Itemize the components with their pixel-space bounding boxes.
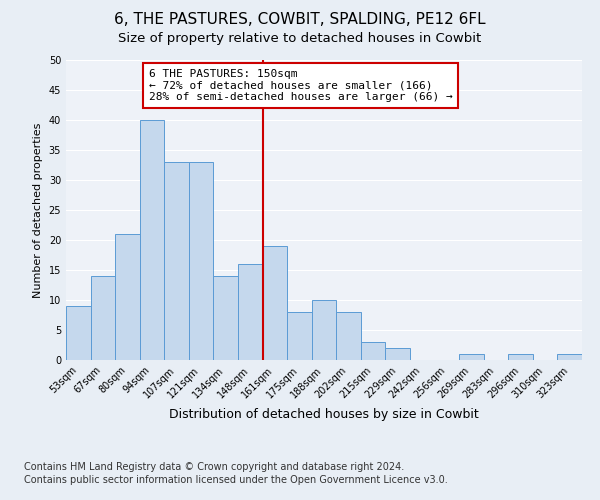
Bar (287, 312, 312, 360)
Bar (164, 162, 189, 360)
Text: Size of property relative to detached houses in Cowbit: Size of property relative to detached ho… (118, 32, 482, 45)
Bar (140, 120, 164, 360)
Bar (91, 276, 115, 360)
Bar (459, 354, 484, 360)
Bar (557, 354, 582, 360)
Bar (238, 264, 263, 360)
Text: 6, THE PASTURES, COWBIT, SPALDING, PE12 6FL: 6, THE PASTURES, COWBIT, SPALDING, PE12 … (114, 12, 486, 28)
Bar (508, 354, 533, 360)
Text: Contains public sector information licensed under the Open Government Licence v3: Contains public sector information licen… (24, 475, 448, 485)
Y-axis label: Number of detached properties: Number of detached properties (33, 122, 43, 298)
Bar (361, 342, 385, 360)
Bar (115, 234, 140, 360)
Bar (336, 312, 361, 360)
Bar (66, 306, 91, 360)
Bar (263, 246, 287, 360)
Bar (214, 276, 238, 360)
Bar (385, 348, 410, 360)
Bar (312, 300, 336, 360)
Text: 6 THE PASTURES: 150sqm
← 72% of detached houses are smaller (166)
28% of semi-de: 6 THE PASTURES: 150sqm ← 72% of detached… (149, 69, 452, 102)
X-axis label: Distribution of detached houses by size in Cowbit: Distribution of detached houses by size … (169, 408, 479, 421)
Bar (189, 162, 214, 360)
Text: Contains HM Land Registry data © Crown copyright and database right 2024.: Contains HM Land Registry data © Crown c… (24, 462, 404, 472)
